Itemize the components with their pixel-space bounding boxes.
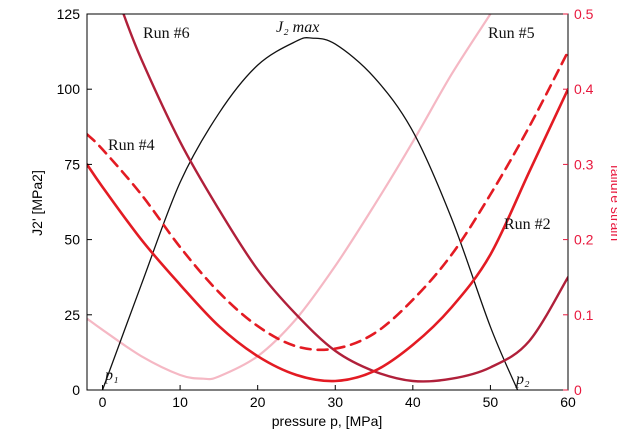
- y2-axis-label: failure strain: [608, 165, 617, 241]
- y2-tick-label: 0.5: [574, 6, 594, 22]
- annotation-p1: p₁: [104, 367, 119, 384]
- series-line-j2: [101, 36, 519, 390]
- plot-frame: [86, 13, 569, 391]
- annotation-p2: p₂: [515, 371, 530, 388]
- series-line-run4: [87, 87, 568, 383]
- annotation-j2max: J₂ max: [276, 19, 319, 36]
- annotation-run4: Run #4: [108, 137, 155, 154]
- y2-tick-label: 0.1: [574, 307, 594, 323]
- y-axis-label: J2' [MPa2]: [29, 170, 45, 236]
- annotation-run6: Run #6: [143, 25, 190, 42]
- y-tick-label: 75: [64, 156, 80, 172]
- y-tick-label: 100: [57, 81, 81, 97]
- y-tick-label: 0: [72, 382, 80, 398]
- x-tick-label: 10: [172, 394, 188, 410]
- y2-tick-label: 0.2: [574, 232, 594, 248]
- series-line-run5: [87, 14, 492, 381]
- x-tick-label: 30: [327, 394, 343, 410]
- annotation-run5: Run #5: [488, 25, 535, 42]
- x-tick-label: 40: [405, 394, 421, 410]
- y2-tick-label: 0.3: [574, 156, 594, 172]
- y2-tick-label: 0.4: [574, 81, 594, 97]
- x-tick-label: 50: [483, 394, 499, 410]
- ticks: 0 10 20 30 40 50 60025507510012500.10.20.30.40…: [57, 6, 594, 410]
- series-line-run6: [122, 14, 568, 383]
- x-tick-label: 0: [99, 394, 107, 410]
- y-tick-label: 50: [64, 232, 80, 248]
- x-tick-label: 60: [560, 394, 576, 410]
- y-tick-label: 125: [57, 6, 81, 22]
- series-line-run4_dashed: [87, 50, 568, 352]
- plot-lines: [87, 14, 568, 390]
- y2-tick-label: 0: [574, 382, 582, 398]
- annotation-run2: Run #2: [504, 216, 551, 233]
- x-axis-label: pressure p, [MPa]: [272, 413, 383, 429]
- y-tick-label: 25: [64, 307, 80, 323]
- x-tick-label: 20: [250, 394, 266, 410]
